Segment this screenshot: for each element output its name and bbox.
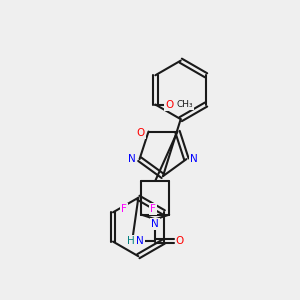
Text: F: F — [121, 204, 127, 214]
Text: O: O — [176, 236, 184, 246]
Text: H: H — [127, 236, 134, 246]
Text: N: N — [152, 219, 159, 229]
Text: N: N — [136, 236, 144, 246]
Text: N: N — [190, 154, 198, 164]
Text: O: O — [137, 128, 145, 138]
Text: F: F — [150, 204, 156, 214]
Text: N: N — [128, 154, 136, 164]
Text: O: O — [165, 100, 173, 110]
Text: CH₃: CH₃ — [176, 100, 193, 109]
